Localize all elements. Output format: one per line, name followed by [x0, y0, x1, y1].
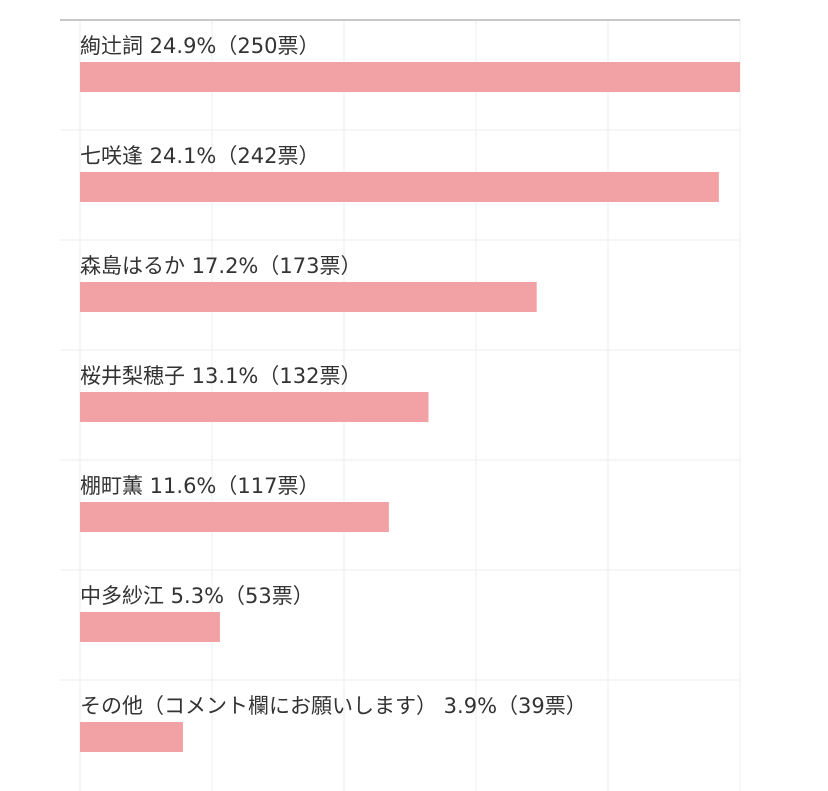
bar-label-7: その他（コメント欄にお願いします） 3.9%（39票） — [80, 694, 587, 718]
bar-label-3: 森島はるか 17.2%（173票） — [80, 254, 361, 278]
bar-label-1: 絢辻詞 24.9%（250票） — [80, 34, 319, 58]
bar-1 — [80, 62, 740, 92]
bar-layer — [80, 62, 740, 752]
bar-label-4: 桜井梨穂子 13.1%（132票） — [80, 364, 361, 388]
bar-label-5: 棚町薫 11.6%（117票） — [80, 474, 319, 498]
bar-2 — [80, 172, 719, 202]
bar-6 — [80, 612, 220, 642]
bar-5 — [80, 502, 389, 532]
bar-label-6: 中多紗江 5.3%（53票） — [80, 584, 314, 608]
bar-7 — [80, 722, 183, 752]
bar-3 — [80, 282, 537, 312]
bar-label-2: 七咲逢 24.1%（242票） — [80, 144, 319, 168]
label-layer: 絢辻詞 24.9%（250票） 七咲逢 24.1%（242票） 森島はるか 17.2… — [80, 34, 587, 718]
grid-layer — [60, 19, 741, 791]
bar-4 — [80, 392, 429, 422]
